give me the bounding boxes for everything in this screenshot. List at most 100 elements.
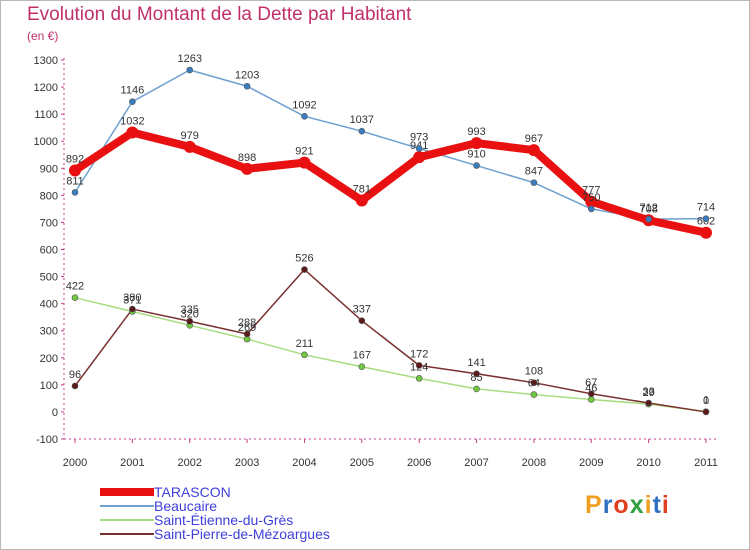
legend-swatch	[100, 519, 154, 521]
series-line-2	[74, 296, 707, 413]
data-point	[301, 351, 308, 359]
data-point	[243, 330, 251, 338]
data-label: 141	[467, 357, 485, 369]
data-point	[702, 215, 710, 222]
data-label: 211	[296, 338, 314, 350]
legend-swatch	[100, 488, 154, 496]
data-label: 892	[66, 153, 84, 165]
data-point	[358, 363, 366, 371]
x-tick-label: 2011	[694, 457, 718, 469]
data-point	[415, 145, 423, 152]
data-point	[186, 66, 194, 74]
legend-label: Saint-Étienne-du-Grès	[154, 512, 294, 528]
y-tick-label: 900	[40, 163, 58, 175]
data-label: 108	[525, 366, 543, 378]
x-tick-label: 2008	[522, 457, 546, 469]
data-label: 0	[703, 395, 709, 407]
y-tick-label: 600	[40, 245, 58, 257]
data-label: 967	[525, 133, 543, 145]
x-tick-label: 2000	[63, 457, 87, 469]
series-line-3	[74, 268, 707, 413]
data-point	[129, 305, 136, 313]
data-label: 993	[467, 126, 485, 138]
data-label: 380	[123, 292, 141, 304]
data-label: 708	[639, 203, 657, 215]
logo-letter: x	[629, 491, 645, 519]
data-point	[183, 140, 196, 153]
series-line-1	[74, 69, 707, 220]
y-tick-label: 1200	[34, 82, 58, 94]
y-tick-label: 400	[40, 299, 58, 311]
data-point	[355, 194, 368, 207]
y-tick-label: 1300	[34, 55, 58, 67]
logo-letter: t	[652, 491, 662, 519]
data-point	[585, 195, 598, 208]
series-line-0	[71, 128, 710, 237]
data-label: 337	[353, 304, 371, 316]
data-point	[186, 317, 194, 325]
data-point	[358, 317, 366, 324]
data-label: 1092	[292, 99, 316, 111]
data-label: 750	[582, 192, 600, 204]
data-label: 46	[585, 382, 597, 394]
x-tick-label: 2009	[579, 457, 603, 469]
data-point	[241, 162, 254, 175]
data-label: 320	[181, 308, 199, 320]
x-tick-label: 2003	[235, 457, 259, 469]
data-point	[645, 215, 652, 223]
data-label: 714	[697, 202, 715, 214]
y-tick-label: -100	[36, 434, 58, 446]
legend-label: Saint-Pierre-de-Mézoargues	[154, 526, 330, 542]
data-point	[301, 113, 308, 120]
x-tick-label: 2005	[350, 457, 374, 469]
data-point	[415, 362, 423, 369]
data-point	[69, 164, 81, 177]
data-label: 1146	[121, 85, 145, 97]
logo-letter: i	[644, 491, 653, 519]
y-tick-label: 800	[40, 190, 58, 202]
data-point	[301, 266, 308, 273]
x-tick-label: 2001	[120, 457, 144, 469]
data-label: 526	[295, 253, 313, 265]
x-tick-label: 2004	[292, 457, 316, 469]
data-point	[645, 399, 652, 407]
data-label: 1	[703, 395, 709, 407]
y-tick-label: 0	[52, 407, 58, 419]
data-label: 269	[238, 322, 256, 334]
x-tick-label: 2006	[407, 457, 431, 469]
legend-swatch	[100, 505, 154, 507]
y-tick-label: 700	[40, 217, 58, 229]
data-point	[702, 408, 710, 416]
data-label: 371	[123, 294, 141, 306]
logo-letter: i	[661, 491, 670, 519]
data-point	[71, 189, 79, 196]
x-tick-label: 2007	[464, 457, 488, 469]
data-label: 781	[353, 184, 371, 196]
data-label: 712	[639, 202, 657, 214]
data-label: 288	[238, 317, 256, 329]
data-label: 921	[295, 146, 313, 158]
data-label: 67	[585, 377, 597, 389]
data-point	[587, 390, 595, 398]
data-label: 973	[410, 132, 428, 144]
data-label: 811	[66, 175, 84, 187]
x-tick-label: 2010	[636, 457, 660, 469]
data-label: 29	[643, 387, 655, 399]
logo-letter: P	[585, 491, 603, 519]
data-label: 979	[181, 130, 199, 142]
data-point	[530, 179, 538, 186]
data-point	[413, 151, 426, 164]
chart-subtitle: (en €)	[27, 29, 59, 43]
data-point	[243, 82, 251, 90]
data-point	[470, 137, 483, 150]
data-point	[587, 205, 595, 213]
data-label: 1037	[350, 114, 374, 126]
data-label: 1203	[235, 69, 259, 81]
y-tick-label: 300	[40, 326, 58, 338]
data-label: 167	[353, 350, 371, 362]
legend-swatch	[100, 533, 154, 535]
data-label: 335	[181, 304, 199, 316]
x-tick-label: 2002	[177, 457, 201, 469]
data-label: 96	[69, 369, 81, 381]
